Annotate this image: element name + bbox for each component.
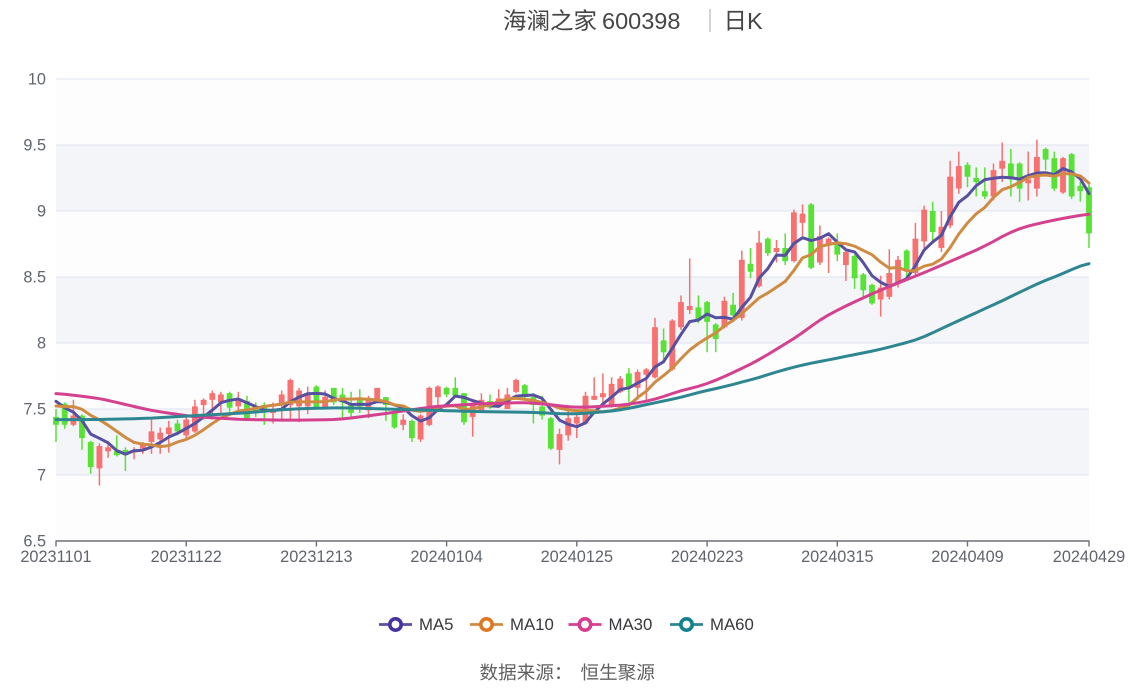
svg-text:20231213: 20231213 [280,548,352,566]
svg-text:8.5: 8.5 [23,269,46,287]
svg-text:20240125: 20240125 [541,548,613,566]
svg-text:9: 9 [37,203,46,221]
svg-text:20240104: 20240104 [410,548,482,566]
svg-text:6.5: 6.5 [23,533,46,551]
svg-text:10: 10 [28,71,46,89]
svg-text:20240429: 20240429 [1053,548,1125,566]
svg-text:20240223: 20240223 [671,548,743,566]
svg-text:20240409: 20240409 [931,548,1003,566]
svg-text:8: 8 [37,335,46,353]
svg-text:600398: 600398 [602,8,680,34]
svg-text:9.5: 9.5 [23,137,46,155]
svg-text:K: K [747,8,763,34]
svg-text:MA60: MA60 [710,615,754,634]
svg-text:MA5: MA5 [419,615,454,634]
svg-text:MA30: MA30 [609,615,653,634]
svg-text:20231122: 20231122 [151,548,222,566]
svg-text:20240315: 20240315 [801,548,873,566]
svg-text:7: 7 [37,467,46,485]
svg-text:7.5: 7.5 [23,401,46,419]
svg-text:20231101: 20231101 [20,548,91,566]
svg-text:MA10: MA10 [510,615,554,634]
